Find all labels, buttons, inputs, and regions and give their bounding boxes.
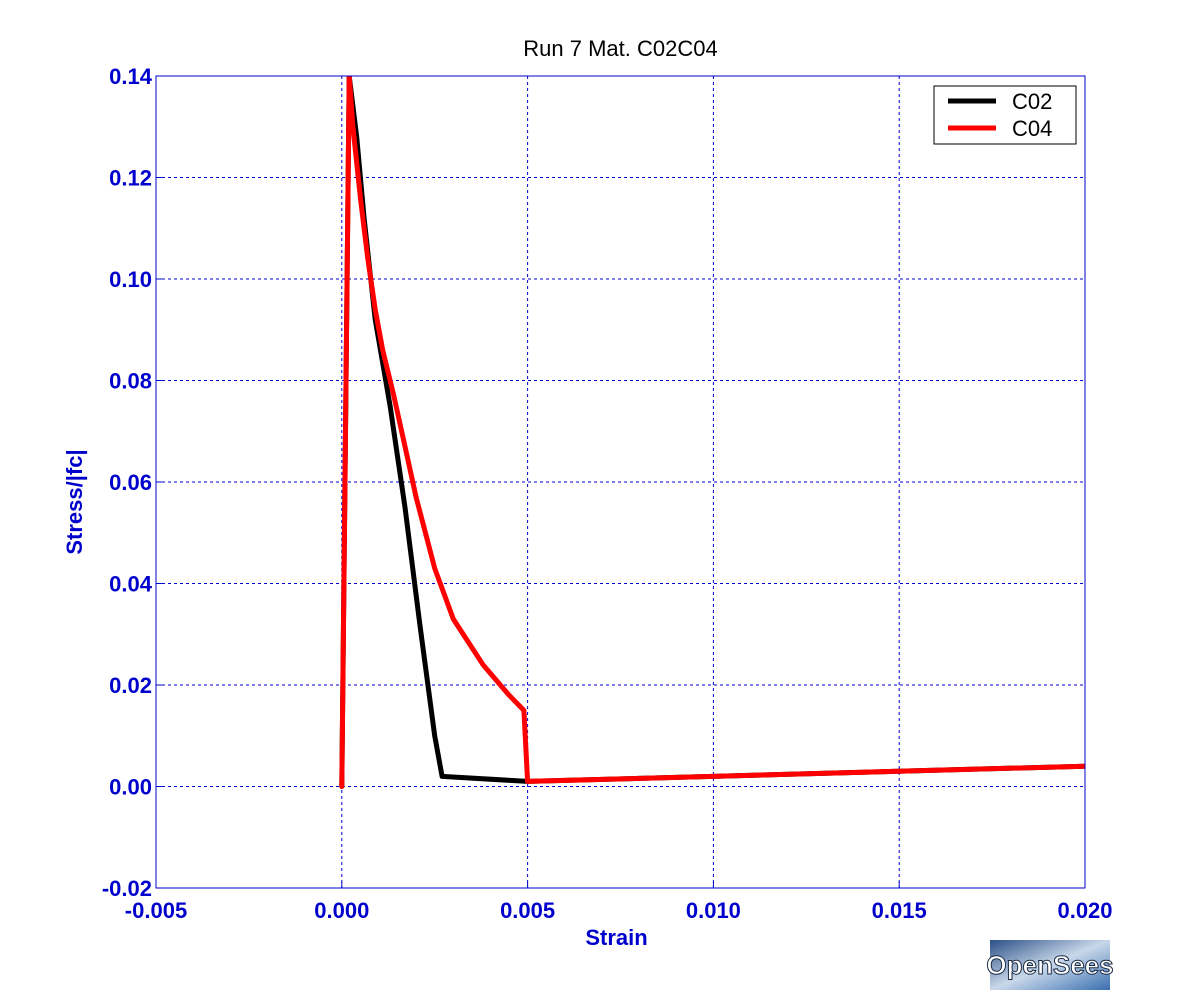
y-tick-label: 0.02: [109, 673, 152, 698]
logo-background: [990, 940, 1110, 990]
y-axis-ticks: -0.02 0.00 0.02 0.04 0.06 0.08 0.10 0.12 0.14: [102, 64, 162, 901]
x-tick-label: 0.020: [1057, 898, 1112, 923]
y-tick-label: 0.10: [109, 267, 152, 292]
y-tick-label: 0.12: [109, 166, 152, 191]
y-tick-label: 0.06: [109, 470, 152, 495]
series-line-c04: [339, 76, 1085, 789]
x-axis-ticks: -0.005 0.000 0.005 0.010 0.015 0.020: [125, 882, 1113, 923]
opensees-logo: OpenSees: [986, 940, 1114, 990]
y-axis-label: Stress/|fc|: [62, 449, 87, 554]
legend-label-c04: C04: [1012, 116, 1052, 141]
y-tick-label: 0.14: [109, 64, 153, 89]
y-tick-label: 0.04: [109, 572, 153, 597]
plot-series: [339, 76, 1085, 789]
y-tick-label: 0.08: [109, 369, 152, 394]
x-axis-label: Strain: [585, 925, 647, 950]
chart-title: Run 7 Mat. C02C04: [523, 36, 717, 61]
grid-lines: [156, 76, 1085, 888]
legend: C02C04: [933, 85, 1077, 145]
x-tick-label: 0.000: [314, 898, 369, 923]
x-tick-label: 0.010: [686, 898, 741, 923]
legend-box: [933, 85, 1077, 145]
y-tick-label: 0.00: [109, 775, 152, 800]
x-tick-label: 0.015: [872, 898, 927, 923]
logo-text: OpenSees: [986, 950, 1113, 980]
x-tick-label: 0.005: [500, 898, 555, 923]
x-tick-label: -0.005: [125, 898, 187, 923]
y-tick-label: -0.02: [102, 876, 152, 901]
legend-label-c02: C02: [1012, 89, 1052, 114]
series-line-c02: [339, 76, 1085, 789]
